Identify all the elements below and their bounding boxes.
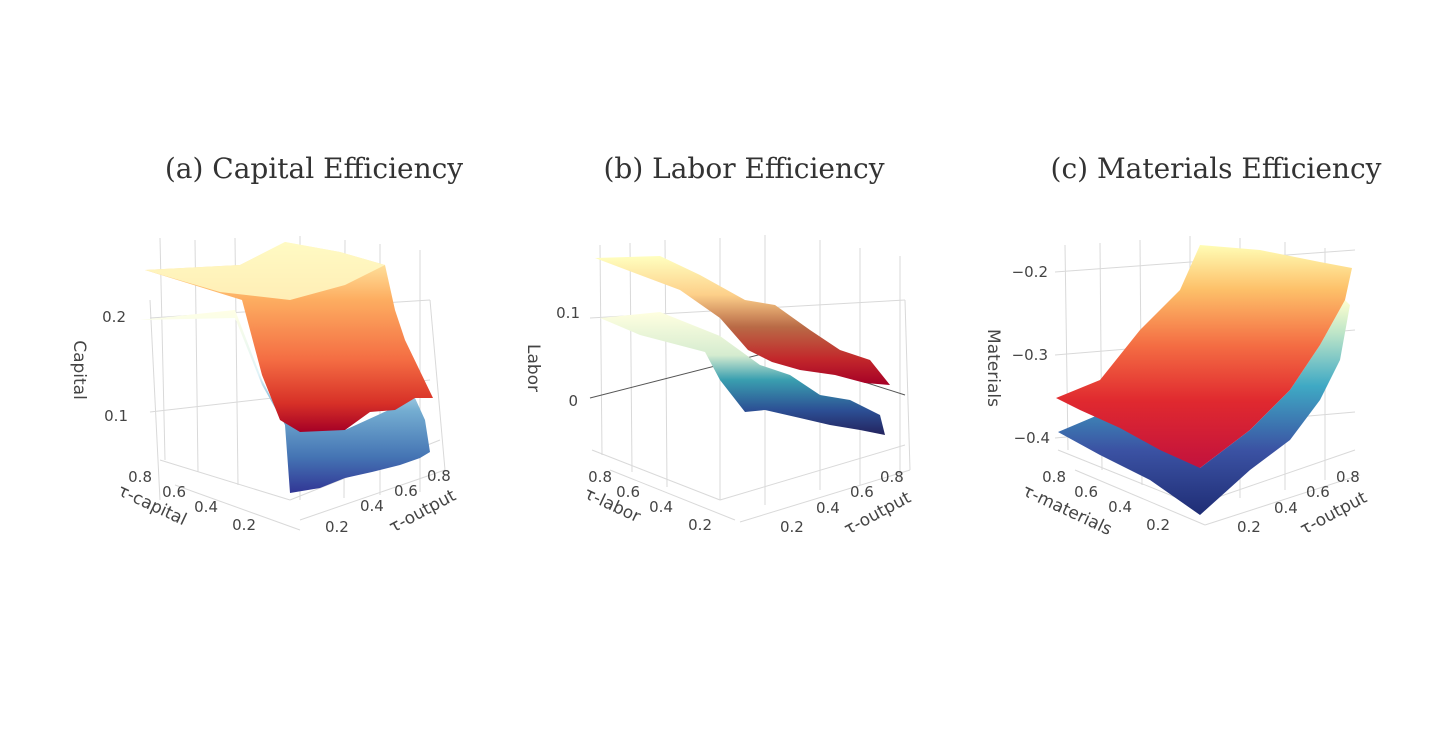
- chart-title-capital: (a) Capital Efficiency: [164, 152, 464, 185]
- y-axis-capital: 0.8 0.6 0.4 0.2 τ-capital: [115, 468, 256, 534]
- y-tick: 0.4: [194, 498, 218, 516]
- surface-labor-lower: [600, 312, 885, 435]
- y-axis-labor: 0.8 0.6 0.4 0.2 τ-labor: [581, 468, 712, 534]
- y-tick: 0.2: [1146, 516, 1170, 534]
- x-tick: 0.8: [880, 468, 904, 486]
- panel-capital: 0.2 0.1 Capital 0.8 0.6 0.4 0.2 τ-capita…: [69, 236, 460, 537]
- chart-title-materials: (c) Materials Efficiency: [1050, 152, 1382, 185]
- y-axis-title: τ-materials: [1019, 481, 1115, 540]
- y-tick: 0.2: [232, 516, 256, 534]
- z-axis-materials: −0.2 −0.3 −0.4 Materials: [983, 263, 1050, 447]
- x-tick: 0.6: [850, 483, 874, 501]
- surface-labor-upper: [595, 256, 890, 385]
- x-tick: 0.2: [1237, 518, 1261, 536]
- y-tick: 0.2: [688, 516, 712, 534]
- z-tick: −0.3: [1012, 346, 1048, 364]
- y-tick: 0.8: [128, 468, 152, 486]
- z-tick: 0.1: [104, 407, 128, 425]
- z-axis-title: Materials: [983, 329, 1003, 407]
- x-tick: 0.4: [360, 497, 384, 515]
- z-tick: −0.4: [1014, 429, 1050, 447]
- z-tick: −0.2: [1012, 263, 1048, 281]
- surface-capital-upper-top: [145, 242, 385, 300]
- panel-materials: −0.2 −0.3 −0.4 Materials 0.8 0.6 0.4 0.2…: [983, 236, 1371, 540]
- chart-title-labor: (b) Labor Efficiency: [603, 152, 885, 185]
- panel-labor: 0.1 0 Labor 0.8 0.6 0.4 0.2 τ-labor 0.2 …: [523, 235, 915, 539]
- z-tick: 0.1: [556, 304, 580, 322]
- z-axis-labor: 0.1 0 Labor: [523, 304, 580, 410]
- y-tick: 0.4: [1108, 498, 1132, 516]
- y-tick: 0.6: [162, 483, 186, 501]
- y-tick: 0.6: [1074, 483, 1098, 501]
- z-tick: 0.2: [102, 308, 126, 326]
- x-tick: 0.2: [780, 518, 804, 536]
- x-tick: 0.8: [1336, 468, 1360, 486]
- surface-materials-lower: [1058, 300, 1350, 515]
- x-tick: 0.8: [427, 467, 451, 485]
- y-tick: 0.4: [649, 498, 673, 516]
- x-tick: 0.4: [1274, 499, 1298, 517]
- x-axis-materials: 0.2 0.4 0.6 0.8 τ-output: [1237, 468, 1371, 539]
- z-axis-title: Capital: [69, 340, 89, 400]
- y-tick: 0.8: [588, 468, 612, 486]
- surface-capital-lower: [140, 310, 430, 493]
- x-tick: 0.6: [394, 482, 418, 500]
- z-axis-capital: 0.2 0.1 Capital: [69, 308, 128, 425]
- x-tick: 0.6: [1306, 483, 1330, 501]
- x-tick: 0.2: [325, 518, 349, 536]
- y-tick: 0.8: [1042, 468, 1066, 486]
- z-axis-title: Labor: [523, 344, 543, 392]
- y-tick: 0.6: [616, 483, 640, 501]
- surface-materials-upper: [1056, 245, 1352, 468]
- z-tick: 0: [568, 392, 578, 410]
- x-tick: 0.4: [816, 499, 840, 517]
